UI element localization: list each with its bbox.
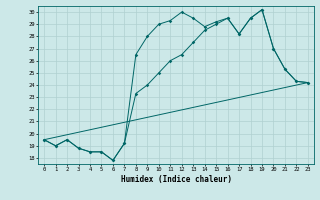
X-axis label: Humidex (Indice chaleur): Humidex (Indice chaleur) [121, 175, 231, 184]
